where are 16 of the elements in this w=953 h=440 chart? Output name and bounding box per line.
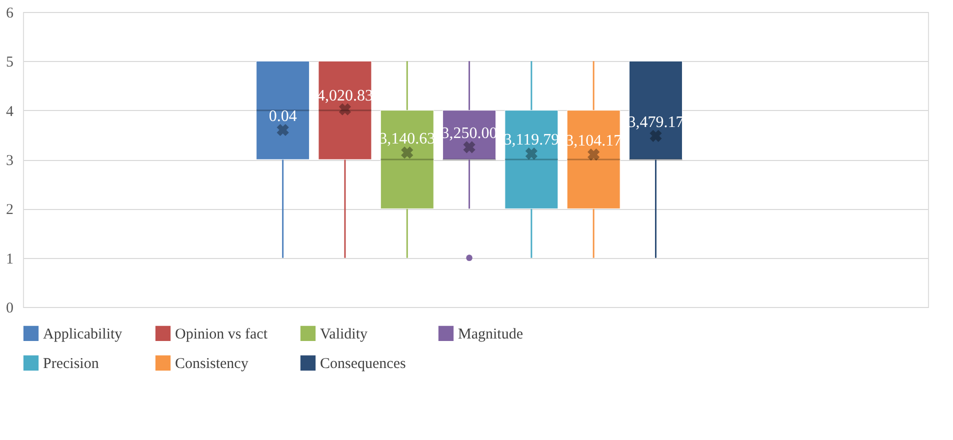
legend-label: Opinion vs fact — [175, 326, 268, 342]
y-tick-label: 4 — [6, 104, 14, 120]
y-tick-label: 1 — [6, 251, 14, 268]
y-tick-label: 2 — [6, 202, 14, 218]
legend-label: Validity — [320, 326, 368, 342]
y-tick-label: 3 — [6, 153, 14, 169]
legend-label: Applicability — [43, 326, 123, 342]
legend-label: Consequences — [320, 356, 406, 372]
annotation: 0.04 — [268, 108, 297, 125]
y-tick-label: 5 — [6, 54, 14, 71]
y-tick-label: 0 — [6, 300, 14, 316]
annotation: 3,479.17 — [628, 114, 684, 131]
legend-label: Consistency — [175, 356, 249, 372]
legend-label: Magnitude — [458, 326, 524, 342]
legend-label: Precision — [43, 356, 100, 372]
y-tick-label: 6 — [6, 6, 14, 22]
